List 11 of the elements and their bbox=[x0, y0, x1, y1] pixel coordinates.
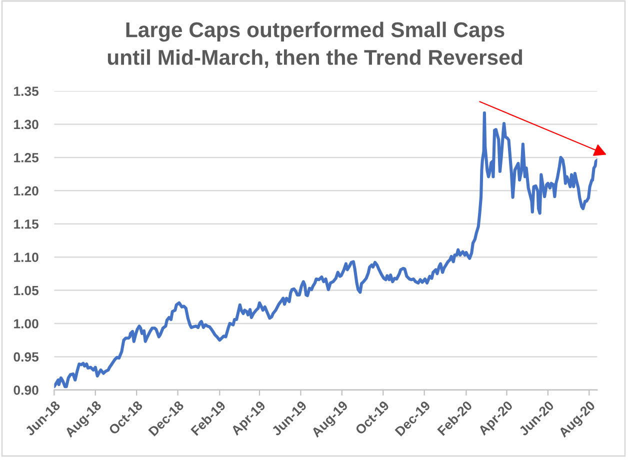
y-tick-label: 1.10 bbox=[14, 252, 38, 262]
y-tick-label: 0.95 bbox=[14, 352, 39, 362]
y-tick-label: 1.25 bbox=[14, 153, 39, 162]
y-tick-label: 1.30 bbox=[14, 120, 38, 130]
y-tick-label: 0.90 bbox=[14, 385, 38, 395]
y-tick-label: 1.15 bbox=[14, 220, 39, 229]
chart-title: Large Caps outperformed Small Caps until Mid-March, then the Trend Reversed bbox=[108, 22, 522, 68]
y-tick-label: 1.35 bbox=[14, 86, 39, 96]
y-tick-label: 1.20 bbox=[14, 186, 38, 196]
y-tick-label: 1.00 bbox=[14, 319, 38, 328]
y-tick-label: 1.05 bbox=[14, 286, 39, 296]
